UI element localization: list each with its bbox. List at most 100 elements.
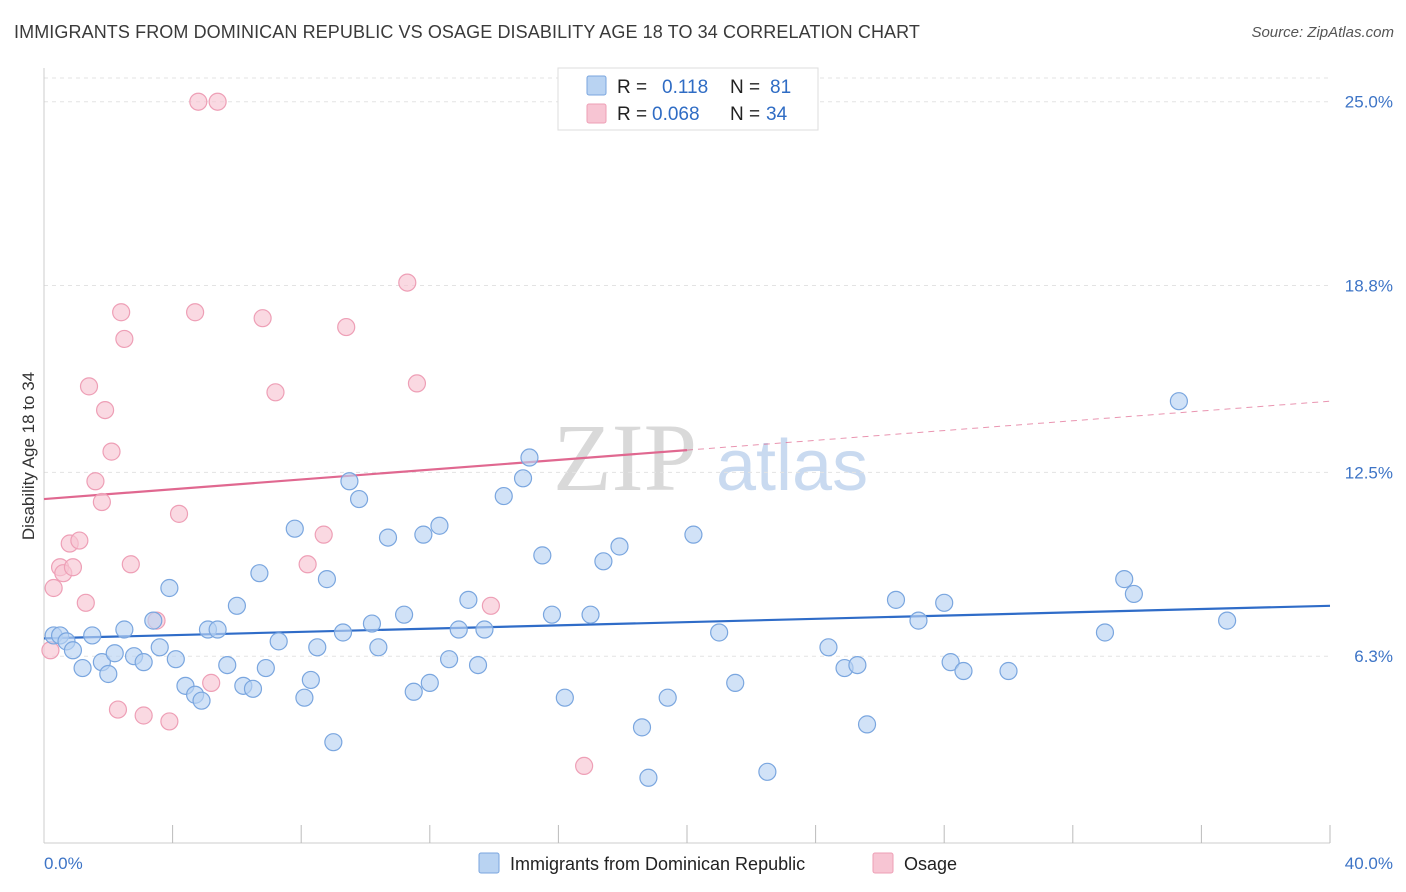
point-dominican-49 [475, 620, 494, 639]
point-dominican-24 [243, 679, 263, 698]
y-tick-label-2: 18.8% [1345, 277, 1393, 296]
point-dominican-26 [256, 658, 275, 678]
point-dominican-28 [285, 519, 304, 538]
series-swatch-pink [872, 852, 894, 874]
point-osage-29 [337, 317, 356, 337]
legend-n-label-1: N = [730, 77, 760, 98]
legend-swatch-blue [586, 75, 607, 96]
point-osage-17 [134, 706, 153, 725]
watermark-zip: ZIP [553, 404, 697, 511]
point-osage-13 [108, 700, 128, 719]
legend-n-value-2: 34 [766, 104, 788, 125]
point-dominican-55 [555, 688, 574, 707]
point-dominican-78 [1124, 584, 1143, 604]
trend-lines [43, 400, 1331, 640]
point-dominican-59 [632, 718, 652, 737]
point-dominican-48 [468, 655, 488, 675]
point-dominican-74 [954, 661, 973, 681]
point-dominican-41 [404, 682, 423, 701]
point-dominican-58 [610, 537, 629, 556]
point-dominican-46 [449, 620, 468, 639]
point-dominican-15 [166, 650, 185, 669]
watermark-atlas: atlas [716, 426, 868, 506]
point-dominican-4 [73, 658, 92, 678]
grid-lines [44, 77, 1330, 657]
point-osage-23 [202, 673, 221, 692]
trend-line-1-dashed [686, 400, 1331, 451]
point-dominican-61 [658, 688, 677, 707]
point-dominican-40 [394, 605, 414, 624]
point-osage-8 [79, 377, 99, 396]
point-osage-14 [112, 303, 131, 322]
point-dominican-66 [819, 638, 838, 657]
point-dominican-65 [758, 762, 777, 781]
point-dominican-25 [250, 564, 269, 583]
chart-title: IMMIGRANTS FROM DOMINICAN REPUBLIC VS OS… [14, 22, 921, 42]
point-dominican-73 [941, 653, 960, 672]
point-osage-11 [95, 400, 115, 420]
point-osage-1 [44, 578, 63, 598]
data-points [41, 92, 1237, 787]
point-osage-6 [70, 531, 89, 550]
point-dominican-80 [1218, 611, 1237, 630]
point-osage-33 [575, 756, 594, 776]
point-osage-32 [481, 596, 500, 615]
point-osage-27 [298, 555, 317, 574]
point-dominican-42 [414, 525, 433, 544]
point-dominican-22 [227, 596, 246, 615]
point-dominican-51 [513, 469, 533, 488]
point-dominican-57 [594, 552, 613, 571]
source-credit: Source: ZipAtlas.com [1251, 24, 1394, 41]
legend-n-value-1: 81 [770, 77, 791, 98]
point-dominican-72 [935, 593, 954, 612]
point-osage-25 [253, 309, 272, 328]
point-osage-30 [398, 273, 417, 292]
trend-line-1-solid [43, 449, 688, 501]
point-dominican-32 [317, 570, 337, 589]
x-tick-label-min: 0.0% [44, 854, 83, 873]
x-tick-label-max: 40.0% [1345, 854, 1393, 873]
correlation-legend: R = 0.118 N = 81 R = 0.068 N = 34 [557, 67, 819, 131]
point-osage-24 [208, 92, 227, 111]
point-dominican-18 [192, 691, 211, 710]
legend-r-value-1: 0.118 [662, 77, 708, 98]
point-osage-9 [86, 472, 105, 491]
point-dominican-21 [218, 655, 237, 675]
point-osage-19 [160, 712, 179, 731]
point-dominican-39 [378, 528, 398, 547]
point-osage-10 [92, 492, 111, 512]
series-legend: Immigrants from Dominican Republic Osage [478, 852, 957, 874]
point-osage-15 [115, 329, 134, 349]
y-axis-label: Disability Age 18 to 34 [19, 372, 38, 540]
point-osage-22 [189, 92, 208, 111]
point-dominican-3 [63, 641, 83, 660]
point-dominican-79 [1169, 392, 1188, 411]
point-dominican-64 [726, 673, 745, 692]
y-tick-label-1: 12.5% [1345, 463, 1393, 482]
axes [43, 68, 1331, 844]
point-dominican-47 [459, 590, 478, 609]
point-osage-5 [63, 558, 83, 577]
point-dominican-37 [362, 614, 382, 633]
point-dominican-63 [710, 623, 729, 642]
point-dominican-62 [684, 525, 703, 544]
point-dominican-60 [639, 768, 658, 787]
point-dominican-75 [999, 661, 1018, 681]
point-osage-26 [266, 383, 285, 402]
point-dominican-54 [542, 605, 562, 624]
point-dominican-5 [83, 626, 102, 645]
y-tick-label-0: 6.3% [1354, 647, 1393, 666]
trend-line-0 [43, 604, 1331, 640]
point-osage-28 [314, 525, 333, 544]
series-name-dominican: Immigrants from Dominican Republic [510, 854, 805, 874]
point-dominican-69 [857, 715, 877, 734]
point-dominican-43 [420, 673, 439, 692]
point-dominican-36 [349, 489, 369, 509]
point-dominican-70 [886, 590, 906, 609]
y-tick-label-3: 25.0% [1345, 93, 1393, 112]
point-dominican-31 [308, 638, 327, 657]
series-swatch-blue [478, 852, 500, 874]
point-dominican-71 [909, 611, 928, 630]
point-dominican-29 [295, 688, 314, 707]
